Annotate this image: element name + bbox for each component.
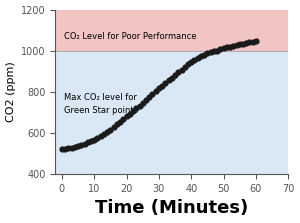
Point	[102, 132, 106, 136]
Point	[234, 43, 239, 47]
Point	[63, 147, 68, 151]
Bar	[56, 10, 288, 51]
Point	[228, 45, 232, 48]
Point	[192, 58, 197, 61]
Point	[218, 48, 223, 51]
Y-axis label: CO2 (ppm): CO2 (ppm)	[6, 62, 16, 122]
X-axis label: Time (Minutes): Time (Minutes)	[95, 199, 248, 217]
Point	[186, 62, 190, 66]
Point	[118, 120, 122, 124]
Text: CO₂ Level for Poor Performance: CO₂ Level for Poor Performance	[64, 32, 196, 41]
Point	[231, 44, 236, 47]
Point	[173, 73, 178, 77]
Point	[88, 139, 93, 143]
Point	[163, 81, 168, 85]
Point	[247, 41, 252, 44]
Point	[92, 138, 97, 141]
Point	[95, 136, 100, 140]
Point	[69, 146, 74, 149]
Point	[144, 98, 148, 101]
Point	[147, 95, 152, 99]
Point	[215, 49, 220, 52]
Point	[160, 84, 165, 87]
Point	[134, 107, 139, 110]
Point	[150, 92, 155, 96]
Point	[195, 56, 200, 60]
Point	[221, 47, 226, 50]
Point	[244, 41, 249, 45]
Point	[98, 134, 103, 138]
Point	[208, 51, 213, 54]
Point	[121, 117, 126, 121]
Point	[111, 125, 116, 129]
Point	[205, 52, 210, 55]
Point	[115, 123, 119, 126]
Point	[85, 141, 90, 144]
Point	[59, 148, 64, 151]
Point	[73, 145, 77, 149]
Point	[66, 147, 71, 150]
Point	[176, 70, 181, 74]
Point	[124, 115, 129, 118]
Point	[76, 145, 80, 148]
Point	[224, 46, 229, 49]
Point	[189, 60, 194, 63]
Point	[199, 54, 203, 58]
Point	[153, 89, 158, 93]
Point	[108, 128, 113, 131]
Point	[157, 87, 161, 90]
Point	[140, 101, 145, 105]
Point	[237, 42, 242, 46]
Point	[82, 142, 87, 145]
Point	[250, 40, 255, 43]
Bar	[56, 51, 288, 174]
Point	[179, 68, 184, 71]
Point	[166, 78, 171, 82]
Point	[137, 104, 142, 107]
Text: Max CO₂ level for
Green Star points: Max CO₂ level for Green Star points	[64, 93, 137, 115]
Point	[131, 109, 136, 113]
Point	[182, 65, 187, 69]
Point	[128, 112, 132, 116]
Point	[169, 76, 174, 79]
Point	[212, 50, 216, 53]
Point	[105, 130, 110, 134]
Point	[79, 143, 84, 147]
Point	[202, 53, 207, 56]
Point	[254, 39, 258, 43]
Point	[241, 42, 245, 45]
